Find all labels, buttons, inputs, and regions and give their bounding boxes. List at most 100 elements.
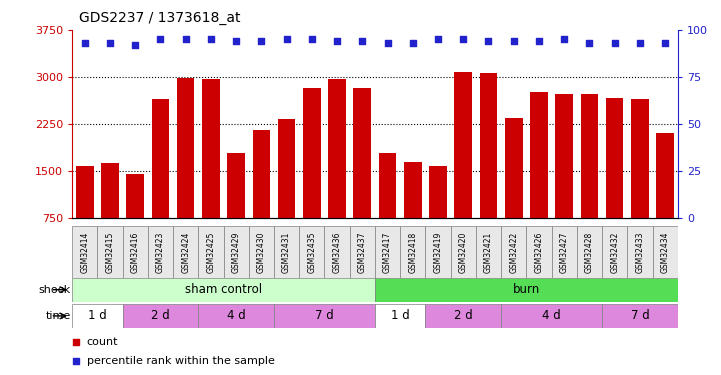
Bar bbox=[425, 304, 501, 328]
Text: GSM32428: GSM32428 bbox=[585, 231, 594, 273]
Bar bbox=[425, 226, 451, 278]
Text: GSM32436: GSM32436 bbox=[332, 231, 342, 273]
Bar bbox=[177, 78, 195, 218]
Point bbox=[382, 40, 394, 46]
Bar bbox=[227, 153, 245, 218]
Bar bbox=[202, 80, 220, 218]
Text: GSM32420: GSM32420 bbox=[459, 231, 468, 273]
Text: GSM32433: GSM32433 bbox=[635, 231, 645, 273]
Bar bbox=[101, 163, 119, 218]
Point bbox=[432, 36, 443, 42]
Bar bbox=[653, 226, 678, 278]
Bar bbox=[479, 72, 497, 217]
Text: 4 d: 4 d bbox=[226, 309, 246, 322]
Point bbox=[279, 117, 291, 123]
Text: GSM32430: GSM32430 bbox=[257, 231, 266, 273]
Point bbox=[659, 40, 671, 46]
Point bbox=[534, 38, 545, 44]
Bar bbox=[72, 226, 97, 278]
Bar bbox=[580, 94, 598, 218]
Bar bbox=[375, 226, 400, 278]
Bar bbox=[353, 87, 371, 218]
Point bbox=[634, 40, 646, 46]
Text: shock: shock bbox=[38, 285, 71, 295]
Text: sham control: sham control bbox=[185, 283, 262, 296]
Bar bbox=[198, 304, 274, 328]
Text: GSM32426: GSM32426 bbox=[534, 231, 544, 273]
Text: time: time bbox=[45, 311, 71, 321]
Point bbox=[558, 36, 570, 42]
Bar bbox=[328, 80, 346, 218]
Text: GSM32418: GSM32418 bbox=[408, 231, 417, 273]
Text: GSM32431: GSM32431 bbox=[282, 231, 291, 273]
Text: GSM32432: GSM32432 bbox=[610, 231, 619, 273]
Bar bbox=[72, 278, 375, 302]
Text: 7 d: 7 d bbox=[630, 309, 650, 322]
Bar bbox=[151, 99, 169, 218]
Point bbox=[332, 38, 343, 44]
Bar bbox=[602, 304, 678, 328]
Text: GSM32419: GSM32419 bbox=[433, 231, 443, 273]
Text: 1 d: 1 d bbox=[88, 309, 107, 322]
Bar bbox=[379, 153, 397, 218]
Bar bbox=[252, 130, 270, 218]
Bar bbox=[274, 304, 375, 328]
Bar bbox=[577, 226, 602, 278]
Point bbox=[180, 36, 192, 42]
Point bbox=[357, 38, 368, 44]
Bar bbox=[451, 226, 476, 278]
Point bbox=[457, 36, 469, 42]
Bar bbox=[350, 226, 375, 278]
Text: GSM32425: GSM32425 bbox=[206, 231, 216, 273]
Bar bbox=[526, 226, 552, 278]
Bar bbox=[324, 226, 350, 278]
Text: GSM32435: GSM32435 bbox=[307, 231, 317, 273]
Bar bbox=[505, 118, 523, 218]
Text: 2 d: 2 d bbox=[151, 309, 170, 322]
Bar bbox=[656, 133, 674, 218]
Text: 2 d: 2 d bbox=[454, 309, 473, 322]
Text: GSM32421: GSM32421 bbox=[484, 231, 493, 273]
Bar bbox=[404, 162, 422, 218]
Point bbox=[483, 38, 495, 44]
Bar bbox=[173, 226, 198, 278]
Point bbox=[584, 40, 596, 46]
Text: GSM32415: GSM32415 bbox=[105, 231, 115, 273]
Bar bbox=[375, 304, 425, 328]
Bar bbox=[278, 119, 296, 218]
Bar bbox=[76, 166, 94, 218]
Bar bbox=[224, 226, 249, 278]
Bar bbox=[97, 226, 123, 278]
Bar bbox=[501, 304, 602, 328]
Text: GSM32417: GSM32417 bbox=[383, 231, 392, 273]
Text: count: count bbox=[87, 337, 118, 347]
Text: GSM32434: GSM32434 bbox=[660, 231, 670, 273]
Bar bbox=[148, 226, 173, 278]
Bar bbox=[602, 226, 627, 278]
Bar bbox=[123, 226, 148, 278]
Point bbox=[508, 38, 519, 44]
Bar bbox=[552, 226, 577, 278]
Text: GSM32424: GSM32424 bbox=[181, 231, 190, 273]
Point bbox=[407, 40, 419, 46]
Text: GSM32416: GSM32416 bbox=[131, 231, 140, 273]
Text: 7 d: 7 d bbox=[315, 309, 334, 322]
Bar bbox=[299, 226, 324, 278]
Bar bbox=[126, 174, 144, 217]
Point bbox=[231, 38, 242, 44]
Text: GSM32429: GSM32429 bbox=[231, 231, 241, 273]
Point bbox=[104, 40, 115, 46]
Text: GSM32437: GSM32437 bbox=[358, 231, 367, 273]
Point bbox=[155, 36, 167, 42]
Point bbox=[205, 36, 216, 42]
Point bbox=[130, 42, 141, 48]
Bar bbox=[198, 226, 224, 278]
Bar bbox=[501, 226, 526, 278]
Bar bbox=[454, 72, 472, 217]
Bar bbox=[530, 92, 548, 218]
Point bbox=[280, 36, 293, 42]
Bar bbox=[375, 278, 678, 302]
Text: GSM32423: GSM32423 bbox=[156, 231, 165, 273]
Bar bbox=[631, 99, 649, 218]
Bar bbox=[72, 304, 123, 328]
